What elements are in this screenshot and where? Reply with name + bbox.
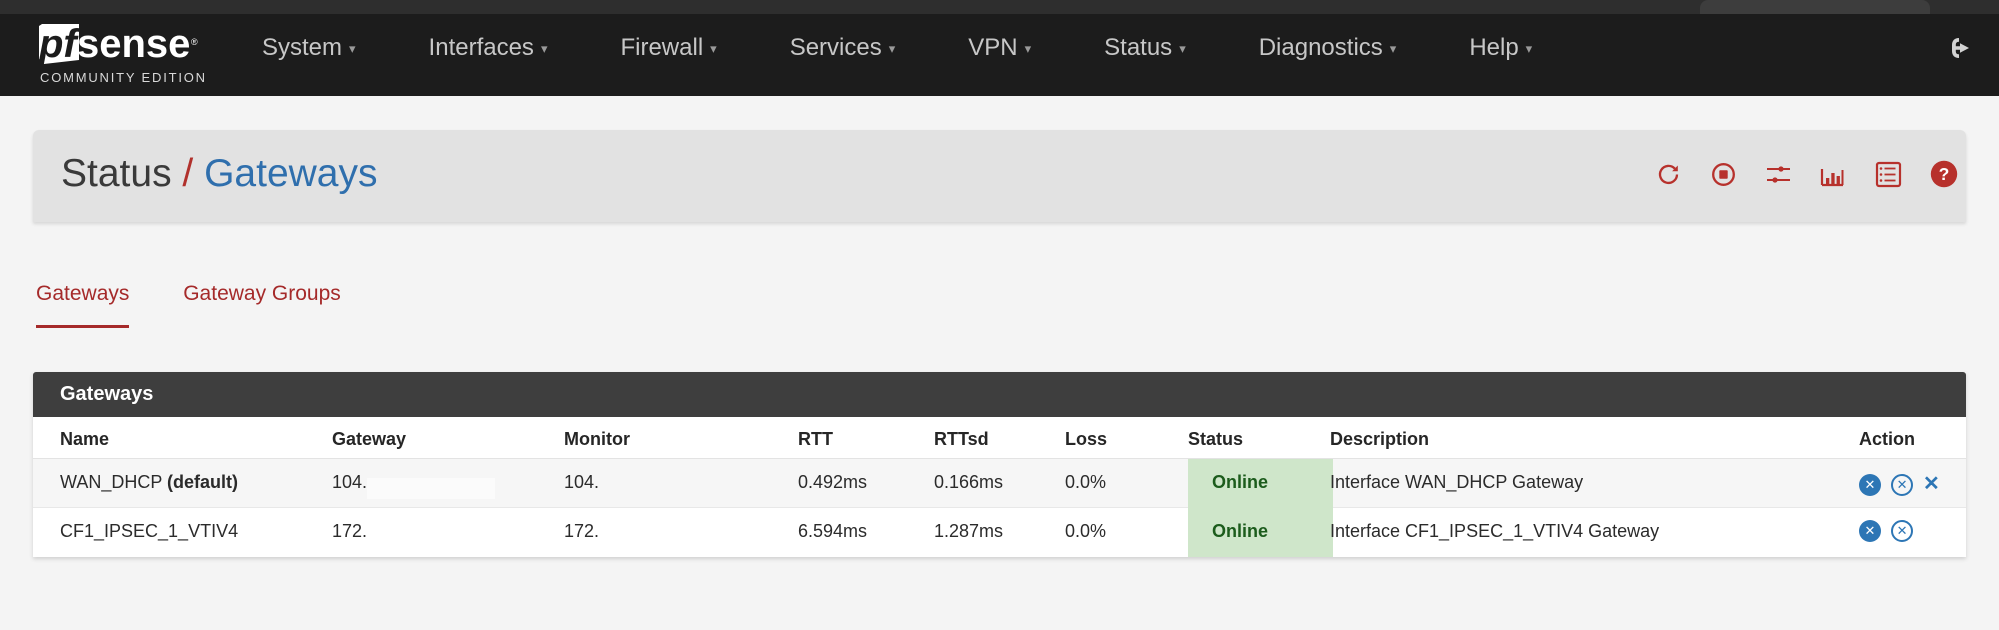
- svg-text:pf: pf: [38, 22, 80, 66]
- svg-text:sense: sense: [77, 22, 190, 66]
- svg-text:®: ®: [191, 37, 198, 47]
- svg-text:?: ?: [1939, 164, 1950, 184]
